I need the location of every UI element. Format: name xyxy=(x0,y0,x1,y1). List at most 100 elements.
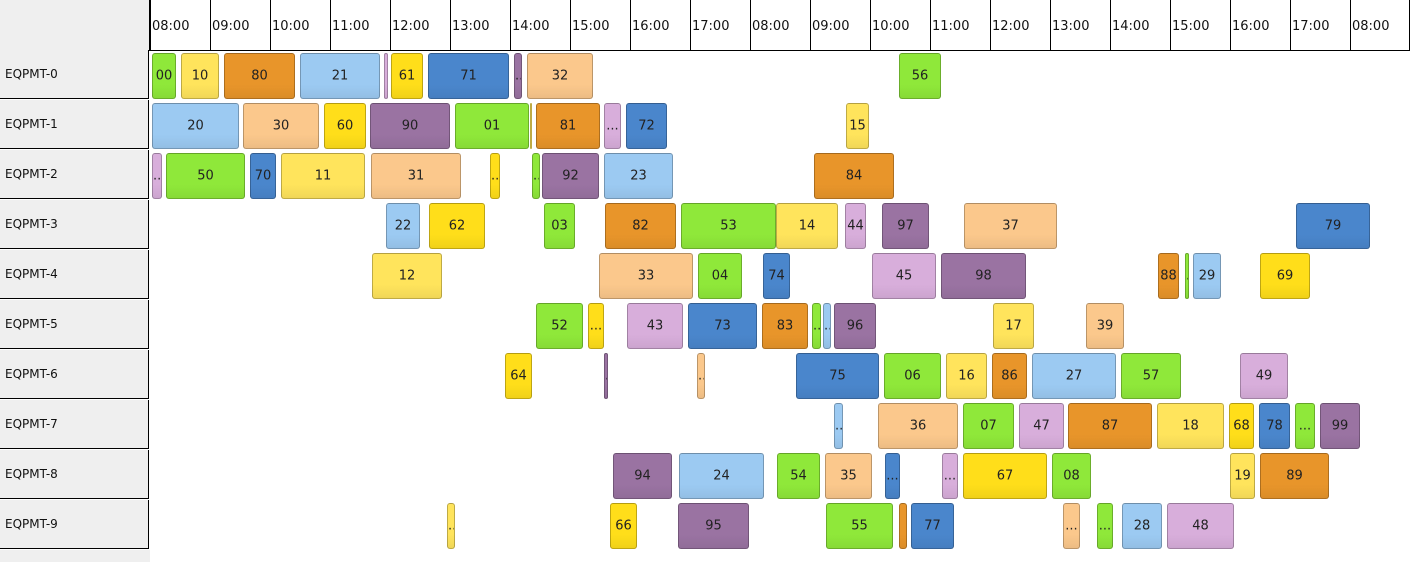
task-bar[interactable]: 10 xyxy=(181,53,219,99)
resource-label[interactable]: EQPMT-9 xyxy=(0,500,149,549)
task-bar[interactable]: 96 xyxy=(834,303,876,349)
task-bar[interactable]: ... xyxy=(1295,403,1315,449)
task-bar[interactable]: 23 xyxy=(604,153,673,199)
task-bar[interactable]: 84 xyxy=(814,153,894,199)
task-bar[interactable]: ... xyxy=(834,403,843,449)
task-bar[interactable]: 83 xyxy=(762,303,808,349)
task-bar[interactable]: 52 xyxy=(536,303,583,349)
resource-label[interactable]: EQPMT-7 xyxy=(0,400,149,449)
task-bar[interactable]: 62 xyxy=(429,203,485,249)
task-bar[interactable]: 79 xyxy=(1296,203,1370,249)
task-bar[interactable]: 35 xyxy=(825,453,872,499)
task-bar[interactable]: 30 xyxy=(243,103,319,149)
task-bar[interactable]: 99 xyxy=(1320,403,1360,449)
task-bar[interactable]: 20 xyxy=(152,103,239,149)
task-bar[interactable]: 08 xyxy=(1052,453,1091,499)
task-bar[interactable]: 92 xyxy=(542,153,599,199)
task-bar[interactable]: 89 xyxy=(1260,453,1329,499)
task-bar[interactable]: 55 xyxy=(826,503,893,549)
task-bar[interactable]: 14 xyxy=(776,203,838,249)
task-bar[interactable]: 24 xyxy=(679,453,764,499)
task-bar[interactable]: 82 xyxy=(605,203,676,249)
task-bar[interactable]: ... xyxy=(1063,503,1080,549)
task-bar[interactable]: 53 xyxy=(681,203,776,249)
task-bar[interactable]: 90 xyxy=(370,103,450,149)
task-bar[interactable] xyxy=(384,53,388,99)
task-bar[interactable]: ... xyxy=(885,453,900,499)
task-bar[interactable]: ... xyxy=(514,53,522,99)
task-bar[interactable]: 43 xyxy=(627,303,683,349)
task-bar[interactable]: 04 xyxy=(698,253,742,299)
task-bar[interactable]: 81 xyxy=(536,103,600,149)
task-bar[interactable]: 36 xyxy=(878,403,958,449)
task-bar[interactable]: 78 xyxy=(1259,403,1290,449)
task-bar[interactable]: 37 xyxy=(964,203,1057,249)
task-bar[interactable]: 28 xyxy=(1122,503,1162,549)
task-bar[interactable]: 27 xyxy=(1032,353,1116,399)
task-bar[interactable]: 15 xyxy=(846,103,869,149)
task-bar[interactable]: ... xyxy=(490,153,500,199)
task-bar[interactable]: 73 xyxy=(688,303,757,349)
task-bar[interactable]: 57 xyxy=(1121,353,1181,399)
task-bar[interactable]: ... xyxy=(447,503,455,549)
task-bar[interactable]: 50 xyxy=(166,153,245,199)
task-bar[interactable]: 21 xyxy=(300,53,380,99)
task-bar[interactable]: 47 xyxy=(1019,403,1064,449)
task-bar[interactable]: ... xyxy=(697,353,705,399)
task-bar[interactable]: 44 xyxy=(845,203,866,249)
task-bar[interactable]: 61 xyxy=(391,53,423,99)
task-bar[interactable]: 39 xyxy=(1086,303,1124,349)
task-bar[interactable]: 70 xyxy=(250,153,276,199)
task-bar[interactable]: 33 xyxy=(599,253,693,299)
resource-label[interactable]: EQPMT-5 xyxy=(0,300,149,349)
task-bar[interactable]: 29 xyxy=(1193,253,1221,299)
resource-label[interactable]: EQPMT-3 xyxy=(0,200,149,249)
resource-label[interactable]: EQPMT-1 xyxy=(0,100,149,149)
task-bar[interactable]: 68 xyxy=(1229,403,1254,449)
task-bar[interactable]: 98 xyxy=(941,253,1026,299)
resource-label[interactable]: EQPMT-8 xyxy=(0,450,149,499)
task-bar[interactable]: ... xyxy=(823,303,831,349)
resource-label[interactable]: EQPMT-0 xyxy=(0,50,149,99)
task-bar[interactable]: 80 xyxy=(224,53,295,99)
task-bar[interactable]: 19 xyxy=(1230,453,1255,499)
resource-label[interactable]: EQPMT-2 xyxy=(0,150,149,199)
task-bar[interactable]: 86 xyxy=(992,353,1027,399)
task-bar[interactable]: . xyxy=(1185,253,1189,299)
task-bar[interactable]: 01 xyxy=(455,103,529,149)
task-bar[interactable]: 54 xyxy=(777,453,820,499)
task-bar[interactable]: 45 xyxy=(872,253,936,299)
task-bar[interactable]: ... xyxy=(588,303,604,349)
task-bar[interactable]: 56 xyxy=(899,53,941,99)
task-bar[interactable]: 95 xyxy=(678,503,749,549)
task-bar[interactable]: 48 xyxy=(1167,503,1234,549)
task-bar[interactable]: 11 xyxy=(281,153,365,199)
task-bar[interactable]: ... xyxy=(604,103,621,149)
task-bar[interactable]: 74 xyxy=(763,253,790,299)
task-bar[interactable]: 94 xyxy=(613,453,672,499)
task-bar[interactable]: 71 xyxy=(428,53,509,99)
task-bar[interactable]: 12 xyxy=(372,253,442,299)
task-bar[interactable]: 97 xyxy=(882,203,929,249)
task-bar[interactable]: 31 xyxy=(371,153,461,199)
task-bar[interactable]: 17 xyxy=(993,303,1034,349)
task-bar[interactable]: 16 xyxy=(946,353,987,399)
task-bar[interactable]: 07 xyxy=(963,403,1014,449)
task-bar[interactable]: 66 xyxy=(610,503,637,549)
task-bar[interactable]: ... xyxy=(942,453,958,499)
task-bar[interactable]: 72 xyxy=(626,103,667,149)
task-bar[interactable]: 03 xyxy=(544,203,575,249)
task-bar[interactable]: 67 xyxy=(963,453,1047,499)
task-bar[interactable]: 88 xyxy=(1158,253,1179,299)
resource-label[interactable]: EQPMT-4 xyxy=(0,250,149,299)
task-bar[interactable]: ... xyxy=(532,153,540,199)
task-bar[interactable] xyxy=(899,503,907,549)
task-bar[interactable]: 00 xyxy=(152,53,176,99)
task-bar[interactable]: 32 xyxy=(527,53,593,99)
task-bar[interactable] xyxy=(530,103,532,149)
task-bar[interactable]: 18 xyxy=(1157,403,1224,449)
task-bar[interactable]: 69 xyxy=(1260,253,1310,299)
task-bar[interactable]: 60 xyxy=(324,103,366,149)
task-bar[interactable]: 75 xyxy=(796,353,879,399)
task-bar[interactable]: ... xyxy=(812,303,821,349)
